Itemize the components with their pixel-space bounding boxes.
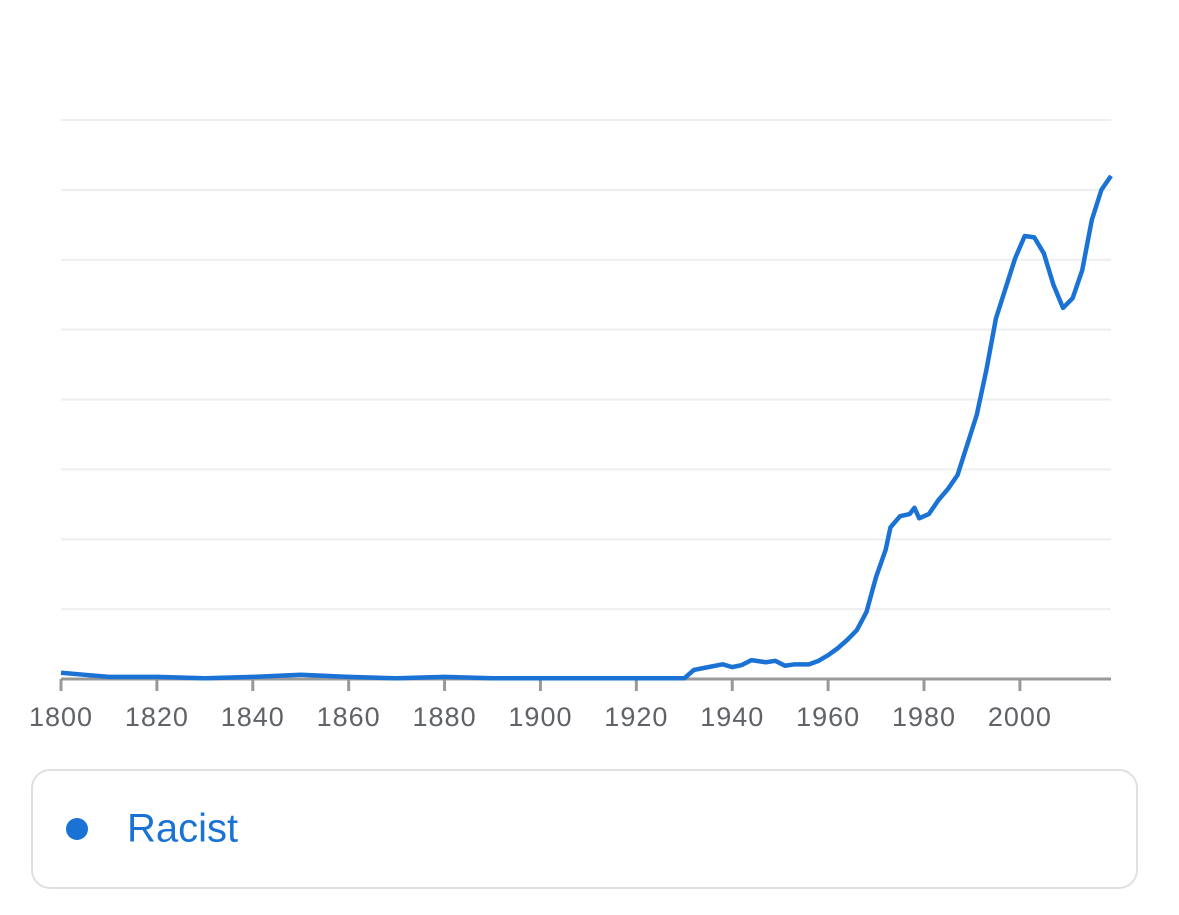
x-tick-label: 1960: [796, 702, 860, 732]
x-tick-label: 1860: [317, 702, 381, 732]
legend-marker: [66, 818, 88, 840]
legend-box: [31, 769, 1138, 889]
x-tick-label: 1840: [221, 702, 285, 732]
x-tick-label: 2000: [988, 702, 1052, 732]
data-line: [60, 174, 1113, 681]
x-tick-label: 1880: [413, 702, 477, 732]
x-tick-label: 1800: [29, 702, 93, 732]
x-tick-label: 1820: [125, 702, 189, 732]
x-tick-label: 1980: [892, 702, 956, 732]
legend-label: Racist: [127, 807, 238, 851]
x-tick-label: 1900: [508, 702, 572, 732]
x-tick-label: 1920: [604, 702, 668, 732]
x-tick-label: 1940: [700, 702, 764, 732]
